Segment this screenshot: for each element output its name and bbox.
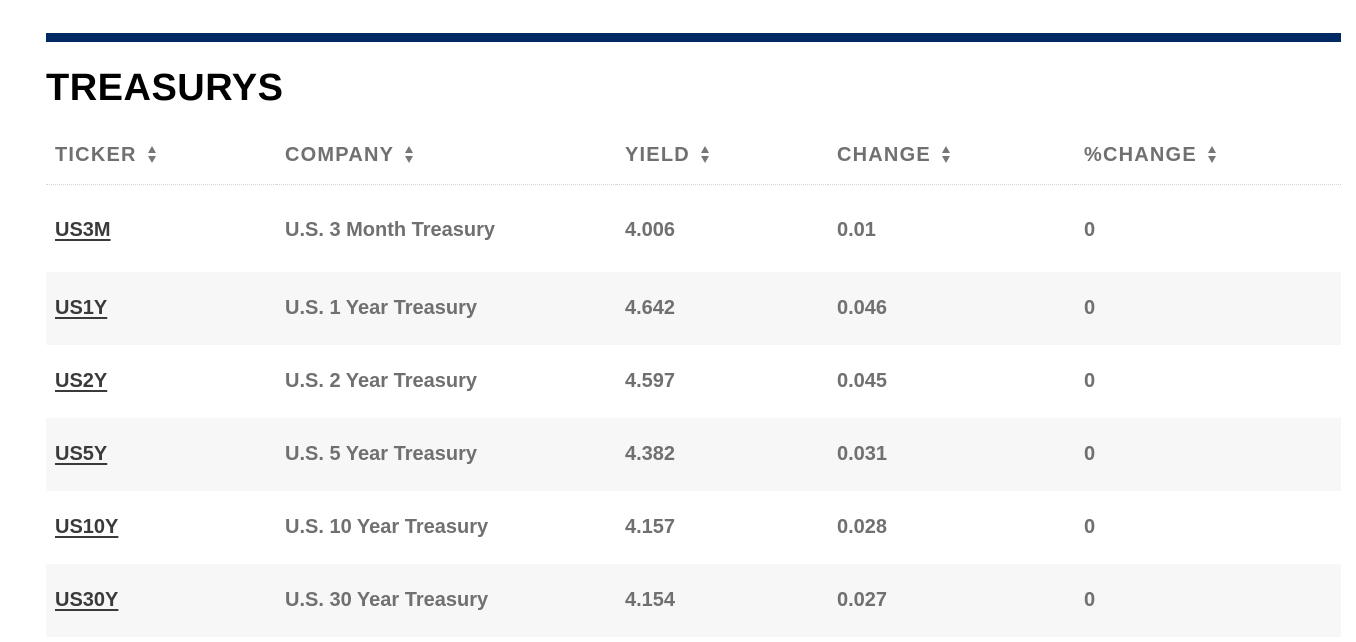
section-title: TREASURYS bbox=[46, 67, 284, 109]
column-header-change[interactable]: CHANGE bbox=[828, 126, 1075, 185]
table-row: US2Y U.S. 2 Year Treasury 4.597 0.045 0 bbox=[46, 345, 1341, 418]
table-row: US1Y U.S. 1 Year Treasury 4.642 0.046 0 bbox=[46, 272, 1341, 345]
company-cell: U.S. 5 Year Treasury bbox=[276, 418, 616, 491]
sort-arrows-icon[interactable] bbox=[404, 144, 414, 166]
pct-change-cell: 0 bbox=[1084, 219, 1096, 241]
ticker-link[interactable]: US5Y bbox=[55, 443, 108, 465]
company-cell: U.S. 2 Year Treasury bbox=[285, 370, 477, 392]
sort-arrows-icon[interactable] bbox=[941, 144, 951, 166]
yield-cell: 4.597 bbox=[625, 370, 676, 392]
yield-cell: 4.157 bbox=[625, 516, 676, 538]
ticker-link[interactable]: US1Y bbox=[55, 297, 108, 319]
column-header-label: YIELD bbox=[625, 143, 690, 166]
change-cell: 0.031 bbox=[828, 418, 1075, 491]
ticker-cell: US2Y bbox=[46, 345, 276, 418]
column-header-pct-change[interactable]: %CHANGE bbox=[1075, 126, 1341, 185]
column-header-label: COMPANY bbox=[285, 143, 395, 166]
company-cell: U.S. 3 Month Treasury bbox=[285, 219, 496, 241]
sort-arrows-icon[interactable] bbox=[147, 144, 157, 166]
pct-change-cell: 0 bbox=[1075, 418, 1341, 491]
change-cell: 0.028 bbox=[837, 516, 888, 538]
treasurys-table: TICKER COMPANY YIELD CHANGE %CHANGE US3M… bbox=[46, 126, 1341, 637]
company-cell: U.S. 1 Year Treasury bbox=[276, 272, 616, 345]
table-row: US30Y U.S. 30 Year Treasury 4.154 0.027 … bbox=[46, 564, 1341, 637]
pct-change-cell: 0 bbox=[1084, 516, 1096, 538]
ticker-cell: US3M bbox=[46, 185, 276, 273]
ticker-cell: US1Y bbox=[46, 272, 276, 345]
table-header: TICKER COMPANY YIELD CHANGE %CHANGE bbox=[46, 126, 1341, 185]
company-cell: U.S. 10 Year Treasury bbox=[285, 516, 489, 538]
ticker-cell: US5Y bbox=[46, 418, 276, 491]
pct-change-cell: 0 bbox=[1075, 564, 1341, 637]
column-header-label: %CHANGE bbox=[1084, 143, 1197, 166]
company-cell: U.S. 30 Year Treasury bbox=[276, 564, 616, 637]
change-cell: 0.01 bbox=[837, 219, 876, 241]
sort-arrows-icon[interactable] bbox=[1207, 144, 1217, 166]
table-header-row: TICKER COMPANY YIELD CHANGE %CHANGE bbox=[46, 126, 1341, 185]
sort-arrows-icon[interactable] bbox=[700, 144, 710, 166]
ticker-cell: US30Y bbox=[46, 564, 276, 637]
treasurys-section: TREASURYS TICKER COMPANY YIELD CHANGE %C… bbox=[46, 33, 1341, 637]
column-header-label: TICKER bbox=[55, 143, 137, 166]
table-row: US3M U.S. 3 Month Treasury 4.006 0.01 0 bbox=[46, 185, 1341, 273]
yield-cell: 4.154 bbox=[616, 564, 828, 637]
column-header-yield[interactable]: YIELD bbox=[616, 126, 828, 185]
column-header-ticker[interactable]: TICKER bbox=[46, 126, 276, 185]
column-header-company[interactable]: COMPANY bbox=[276, 126, 616, 185]
ticker-cell: US10Y bbox=[46, 491, 276, 564]
pct-change-cell: 0 bbox=[1084, 370, 1096, 392]
table-row: US5Y U.S. 5 Year Treasury 4.382 0.031 0 bbox=[46, 418, 1341, 491]
yield-cell: 4.006 bbox=[625, 219, 676, 241]
change-cell: 0.045 bbox=[837, 370, 888, 392]
pct-change-cell: 0 bbox=[1075, 272, 1341, 345]
ticker-link[interactable]: US10Y bbox=[55, 516, 119, 538]
ticker-link[interactable]: US2Y bbox=[55, 370, 108, 392]
change-cell: 0.027 bbox=[828, 564, 1075, 637]
ticker-link[interactable]: US30Y bbox=[55, 589, 119, 611]
yield-cell: 4.642 bbox=[616, 272, 828, 345]
change-cell: 0.046 bbox=[828, 272, 1075, 345]
table-body: US3M U.S. 3 Month Treasury 4.006 0.01 0 … bbox=[46, 185, 1341, 637]
ticker-link[interactable]: US3M bbox=[55, 219, 111, 241]
table-row: US10Y U.S. 10 Year Treasury 4.157 0.028 … bbox=[46, 491, 1341, 564]
yield-cell: 4.382 bbox=[616, 418, 828, 491]
section-top-rule bbox=[46, 33, 1341, 42]
column-header-label: CHANGE bbox=[837, 143, 931, 166]
